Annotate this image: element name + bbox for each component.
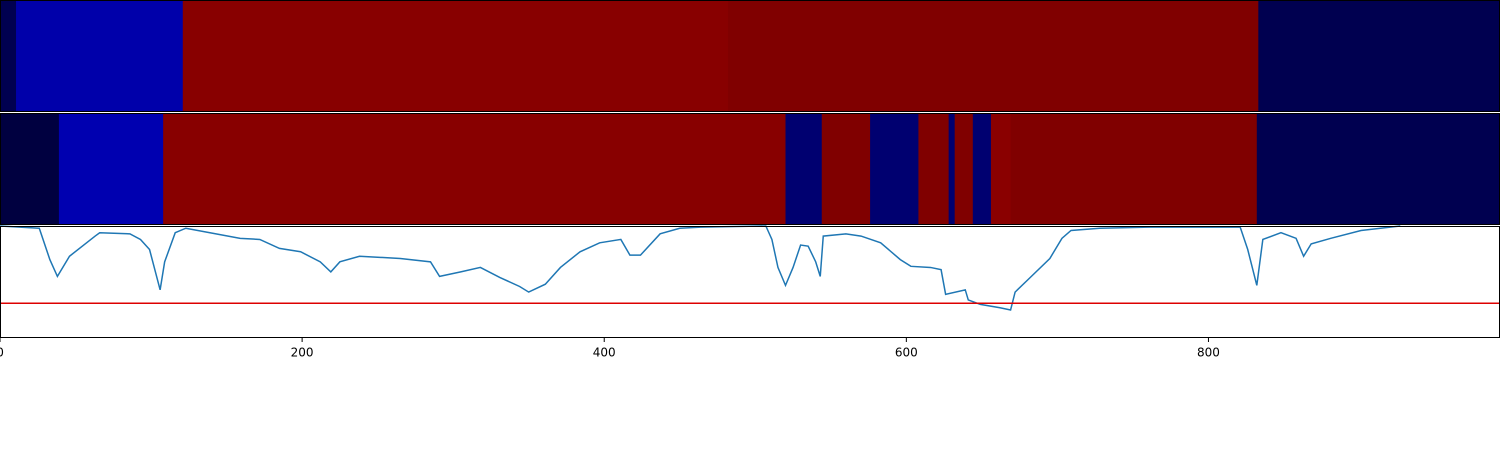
strip-segment [16, 0, 184, 112]
strip-segment [948, 113, 956, 225]
x-tick-label: 200 [291, 346, 314, 360]
strip-segment [972, 113, 992, 225]
strip-segment [1258, 0, 1500, 112]
x-tick-label: 800 [1197, 346, 1220, 360]
strip-segment [1256, 113, 1500, 225]
strip-segment [870, 113, 919, 225]
x-tick-label: 0 [0, 346, 4, 360]
strip-segment [821, 113, 871, 225]
strip-segment [990, 113, 1012, 225]
strip-segment [728, 0, 1259, 112]
strip-segment [163, 113, 786, 225]
strip-segment [954, 113, 974, 225]
strip-segment [58, 113, 164, 225]
panel-frame [0, 226, 1500, 338]
data-line [0, 225, 1401, 311]
strip-segment [0, 113, 60, 225]
strip-segment [785, 113, 823, 225]
x-tick-label: 600 [895, 346, 918, 360]
x-tick-label: 400 [593, 346, 616, 360]
strip-segment [182, 0, 729, 112]
strip-segment [918, 113, 950, 225]
strip-segment [0, 0, 17, 112]
strip-segment [1010, 113, 1258, 225]
